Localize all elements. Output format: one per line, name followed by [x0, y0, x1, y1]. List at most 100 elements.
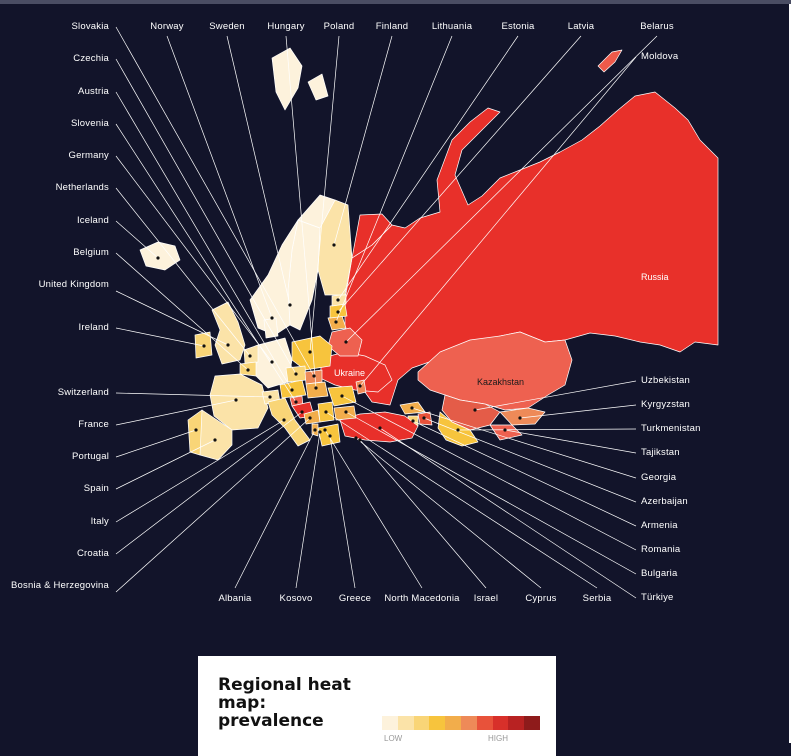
- leader-line-north-macedonia: [324, 429, 423, 589]
- novaya-zemlya: [597, 49, 623, 73]
- leader-line-romania: [341, 395, 637, 551]
- marker-dot-united-kingdom: [226, 343, 230, 347]
- legend-swatch-10: [524, 716, 540, 730]
- leader-line-iceland: [115, 220, 159, 259]
- marker-dot-bulgaria: [344, 410, 348, 414]
- label-iceland: Iceland: [76, 215, 109, 226]
- label-albania: Albania: [218, 593, 252, 604]
- marker-dot-turkmenistan: [456, 428, 460, 432]
- leader-line-cyprus: [355, 437, 542, 589]
- leader-line-t-rkiye: [379, 427, 637, 599]
- marker-dot-italy: [282, 418, 286, 422]
- marker-dot-kyrgyzstan: [518, 416, 522, 420]
- marker-dot-serbia: [324, 410, 328, 414]
- marker-dot-iceland: [156, 256, 160, 260]
- label-azerbaijan: Azerbaijan: [641, 496, 688, 507]
- marker-dot-armenia: [411, 419, 415, 423]
- label-sweden: Sweden: [209, 21, 245, 32]
- country-kyrgyzstan: [499, 407, 546, 426]
- label-belgium: Belgium: [73, 247, 109, 258]
- label-belarus: Belarus: [640, 21, 674, 32]
- marker-dot-latvia: [336, 310, 340, 314]
- legend-swatch-1: [382, 716, 398, 730]
- marker-dot-norway: [270, 316, 274, 320]
- label-slovakia: Slovakia: [71, 21, 109, 32]
- leader-line-sweden: [226, 35, 291, 306]
- label-bulgaria: Bulgaria: [641, 568, 678, 579]
- svalbard: [271, 47, 303, 111]
- label-north-macedonia: North Macedonia: [384, 593, 460, 604]
- country-france: [209, 373, 269, 431]
- marker-dot-israel: [358, 438, 362, 442]
- marker-dot-hungary: [314, 386, 318, 390]
- marker-dot-spain: [213, 438, 217, 442]
- marker-dot-sweden: [288, 303, 292, 307]
- label-france: France: [78, 419, 109, 430]
- legend-title: Regional heat map: prevalence: [218, 675, 351, 731]
- leader-line-armenia: [412, 420, 637, 527]
- legend-swatch-8: [492, 716, 509, 730]
- leader-line-croatia: [115, 411, 303, 555]
- leader-line-czechia: [115, 58, 297, 375]
- marker-dot-slovakia: [312, 374, 316, 378]
- label-ukraine: Ukraine: [334, 368, 366, 378]
- leader-line-bosnia-herzegovina: [115, 417, 311, 593]
- label-armenia: Armenia: [641, 520, 678, 531]
- legend-card: Regional heat map: prevalence LOW HIGH: [198, 656, 556, 756]
- label-georgia: Georgia: [641, 472, 677, 483]
- marker-dot-slovenia: [294, 400, 298, 404]
- label-netherlands: Netherlands: [55, 182, 109, 193]
- marker-dot-belarus: [344, 340, 348, 344]
- label-serbia: Serbia: [582, 593, 612, 604]
- label-germany: Germany: [68, 150, 109, 161]
- marker-dot-france: [234, 398, 238, 402]
- right-edge-strip: [789, 4, 791, 743]
- label-tajikstan: Tajikstan: [641, 447, 680, 458]
- country-iceland: [139, 241, 181, 271]
- legend-swatch-2: [397, 716, 414, 730]
- leader-line-azerbaijan: [423, 417, 637, 503]
- label-lithuania: Lithuania: [431, 21, 473, 32]
- label-poland: Poland: [323, 21, 355, 32]
- leader-line-turkmenistan: [457, 428, 637, 431]
- label-kosovo: Kosovo: [279, 593, 313, 604]
- marker-dot-germany: [270, 360, 274, 364]
- leader-line-ireland: [115, 327, 205, 347]
- marker-dot-estonia: [336, 298, 340, 302]
- label-slovenia: Slovenia: [70, 118, 109, 129]
- label-romania: Romania: [641, 544, 681, 555]
- leader-line-italy: [115, 419, 285, 523]
- leader-line-belarus: [345, 35, 658, 343]
- svalbard-east: [307, 73, 329, 101]
- marker-dot-kosovo: [318, 430, 322, 434]
- marker-dot-croatia: [300, 410, 304, 414]
- legend-swatch-6: [460, 716, 477, 730]
- marker-dot-netherlands: [248, 354, 252, 358]
- leader-line-greece: [329, 435, 356, 589]
- marker-dot-austria: [290, 388, 294, 392]
- label-kazakhstan: Kazakhstan: [477, 377, 525, 387]
- country-kazakhstan: [417, 331, 573, 411]
- leader-line-netherlands: [115, 187, 251, 357]
- label-portugal: Portugal: [72, 451, 109, 462]
- leader-line-switzerland: [115, 392, 271, 398]
- country-portugal: [187, 409, 203, 456]
- label-t-rkiye: Türkiye: [641, 592, 674, 603]
- marker-dot-albania: [313, 428, 317, 432]
- leader-line-estonia: [337, 35, 519, 301]
- label-bosnia-herzegovina: Bosnia & Herzegovina: [11, 580, 109, 591]
- country-finland: [317, 199, 353, 296]
- leader-line-norway: [166, 35, 273, 319]
- country-united-kingdom: [211, 301, 246, 365]
- label-kyrgyzstan: Kyrgyzstan: [641, 399, 690, 410]
- leader-line-spain: [115, 439, 216, 490]
- label-switzerland: Switzerland: [57, 387, 109, 398]
- leader-line-finland: [333, 35, 393, 246]
- label-norway: Norway: [150, 21, 184, 32]
- label-latvia: Latvia: [567, 21, 595, 32]
- marker-dot-moldova: [358, 384, 362, 388]
- leader-line-latvia: [337, 35, 582, 313]
- legend-swatch-3: [413, 716, 430, 730]
- marker-dot-cyprus: [354, 436, 358, 440]
